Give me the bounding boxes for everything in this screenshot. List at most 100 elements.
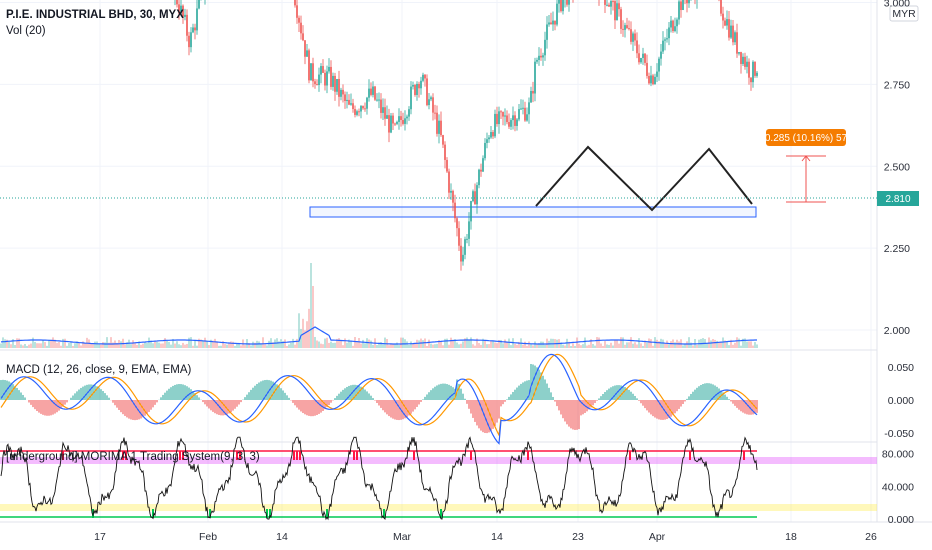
candle-body — [612, 0, 614, 2]
volume-bar — [394, 343, 396, 348]
volume-bar — [254, 342, 256, 348]
volume-bar — [618, 343, 620, 348]
volume-bar — [18, 338, 20, 348]
volume-bar — [244, 345, 246, 348]
osc-oversold-marker — [326, 509, 328, 518]
macd-histogram-bar — [706, 383, 708, 400]
candle-body — [362, 106, 364, 109]
macd-histogram-bar — [448, 384, 450, 400]
macd-histogram-bar — [686, 398, 688, 400]
volume-bar — [652, 345, 654, 348]
volume-bar — [258, 341, 260, 348]
macd-histogram-bar — [298, 400, 300, 410]
price-range-measure[interactable]: 0.285 (10.16%) 57 — [765, 129, 848, 203]
macd-axis[interactable]: 0.050 0.000 -0.050 — [884, 362, 914, 440]
oscillator-axis[interactable]: 80.000 40.000 0.000 — [882, 449, 914, 526]
volume-bar — [160, 343, 162, 348]
macd-histogram-bar — [738, 400, 740, 410]
time-axis[interactable]: 17 Feb 14 Mar 14 23 Apr 18 26 — [94, 531, 877, 543]
volume-bar — [602, 345, 604, 348]
candle-body — [354, 109, 356, 115]
volume-bar — [30, 343, 32, 348]
volume-bar — [106, 337, 108, 348]
candle-body — [300, 22, 302, 34]
macd-histogram-bar — [374, 400, 376, 401]
macd-histogram-bar — [12, 384, 14, 400]
macd-histogram-bar — [708, 383, 710, 400]
price-candles — [174, 0, 758, 271]
volume-bar — [150, 340, 152, 348]
volume-bar — [348, 339, 350, 348]
macd-histogram-bar — [28, 400, 30, 403]
price-axis[interactable]: 3.000 2.750 2.500 2.250 2.000 — [884, 0, 910, 337]
macd-histogram-bar — [528, 380, 530, 400]
volume-bar — [332, 342, 334, 348]
oscillator-title: [underground] MORIMA 1 Trading System(9,… — [6, 451, 260, 463]
macd-histogram-bar — [736, 400, 738, 408]
volume-bar — [612, 345, 614, 348]
macd-histogram-bar — [636, 398, 638, 400]
volume-bar — [154, 341, 156, 348]
macd-histogram-bar — [376, 400, 378, 404]
volume-bar — [468, 340, 470, 348]
macd-histogram-bar — [604, 391, 606, 400]
volume-bar — [446, 338, 448, 348]
volume-bar — [722, 337, 724, 348]
volume-bar — [398, 345, 400, 348]
volume-bar — [664, 343, 666, 348]
support-zone-box[interactable] — [309, 206, 757, 218]
candle-body — [632, 33, 634, 42]
candle-body — [386, 115, 388, 119]
macd-histogram-bar — [390, 400, 392, 418]
osc-oversold-marker — [269, 509, 271, 518]
macd-histogram-bar — [304, 400, 306, 415]
macd-histogram-bar — [316, 400, 318, 415]
macd-histogram-bar — [564, 400, 566, 422]
candle-body — [722, 13, 724, 21]
volume-bar — [442, 345, 444, 348]
volume-bar — [472, 344, 474, 348]
volume-bars — [0, 263, 758, 348]
osc-overbought-marker — [122, 451, 124, 460]
candle-body — [720, 0, 722, 14]
candle-body — [336, 78, 338, 92]
volume-bar — [54, 339, 56, 348]
macd-histogram-bar — [366, 391, 368, 400]
volume-bar — [504, 339, 506, 348]
macd-histogram-bar — [296, 400, 298, 408]
macd-histogram-bar — [228, 400, 230, 414]
macd-histogram-bar — [292, 400, 294, 403]
macd-histogram-bar — [2, 379, 4, 400]
macd-histogram-bar — [558, 400, 560, 411]
candle-body — [360, 106, 362, 112]
volume-bar — [458, 344, 460, 348]
volume-bar — [598, 337, 600, 348]
macd-histogram-bar — [652, 400, 654, 417]
volume-bar — [192, 345, 194, 348]
candle-body — [742, 56, 744, 64]
macd-histogram-bar — [144, 400, 146, 416]
volume-bar — [262, 337, 264, 348]
macd-histogram-bar — [574, 400, 576, 430]
volume-bar — [532, 345, 534, 348]
volume-bar — [98, 343, 100, 348]
volume-bar — [200, 339, 202, 348]
volume-bar — [320, 343, 322, 348]
time-tick-label: 17 — [94, 531, 106, 543]
volume-bar — [536, 344, 538, 348]
volume-bar — [738, 338, 740, 348]
macd-histogram-bar — [630, 391, 632, 400]
measure-label: 0.285 (10.16%) 57 — [765, 133, 848, 144]
macd-histogram-bar — [244, 397, 246, 400]
volume-bar — [208, 345, 210, 348]
volume-bar — [44, 342, 46, 348]
macd-histogram-bar — [162, 394, 164, 400]
candle-body — [522, 107, 524, 109]
macd-histogram-bar — [462, 393, 464, 400]
volume-bar — [496, 343, 498, 348]
macd-histogram-bar — [96, 386, 98, 400]
double-top-pattern[interactable] — [535, 145, 753, 212]
currency-badge[interactable] — [889, 5, 919, 22]
macd-histogram-bar — [16, 387, 18, 400]
